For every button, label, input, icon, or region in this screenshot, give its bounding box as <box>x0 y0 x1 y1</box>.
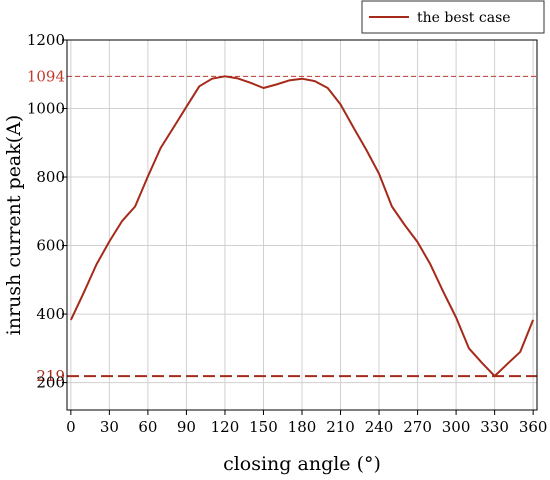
x-axis-ticks: 0 30 60 90 120 150 180 210 240 270 300 330 360 <box>66 410 547 436</box>
x-tick-label: 330 <box>480 418 509 436</box>
x-tick-label: 270 <box>403 418 432 436</box>
x-tick-label: 90 <box>177 418 196 436</box>
x-tick-label: 240 <box>365 418 394 436</box>
reference-line-label: 219 <box>36 367 65 385</box>
x-tick-label: 120 <box>211 418 240 436</box>
reference-line-label: 1094 <box>27 67 65 85</box>
y-tick-label: 600 <box>36 237 65 255</box>
y-tick-label: 200 <box>36 374 65 392</box>
x-tick-label: 60 <box>138 418 157 436</box>
legend: the best case <box>361 0 545 34</box>
y-axis-label: inrush current peak(A) <box>3 115 25 336</box>
x-tick-label: 360 <box>519 418 548 436</box>
reference-lines: 1094 219 <box>27 67 537 385</box>
y-axis-ticks: 200 400 600 800 1000 1200 <box>27 31 67 392</box>
x-tick-label: 0 <box>66 418 76 436</box>
y-tick-label: 1000 <box>27 100 65 118</box>
x-tick-label: 180 <box>288 418 317 436</box>
y-tick-label: 400 <box>36 305 65 323</box>
series-layer <box>69 75 535 378</box>
x-tick-label: 150 <box>249 418 278 436</box>
series-line <box>69 75 535 378</box>
y-tick-label: 1200 <box>27 31 65 49</box>
legend-label: the best case <box>417 10 511 26</box>
x-axis-label: closing angle (°) <box>223 453 381 475</box>
y-tick-label: 800 <box>36 168 65 186</box>
x-tick-label: 210 <box>326 418 355 436</box>
x-tick-label: 300 <box>442 418 471 436</box>
x-tick-label: 30 <box>100 418 119 436</box>
grid-lines <box>67 39 537 410</box>
